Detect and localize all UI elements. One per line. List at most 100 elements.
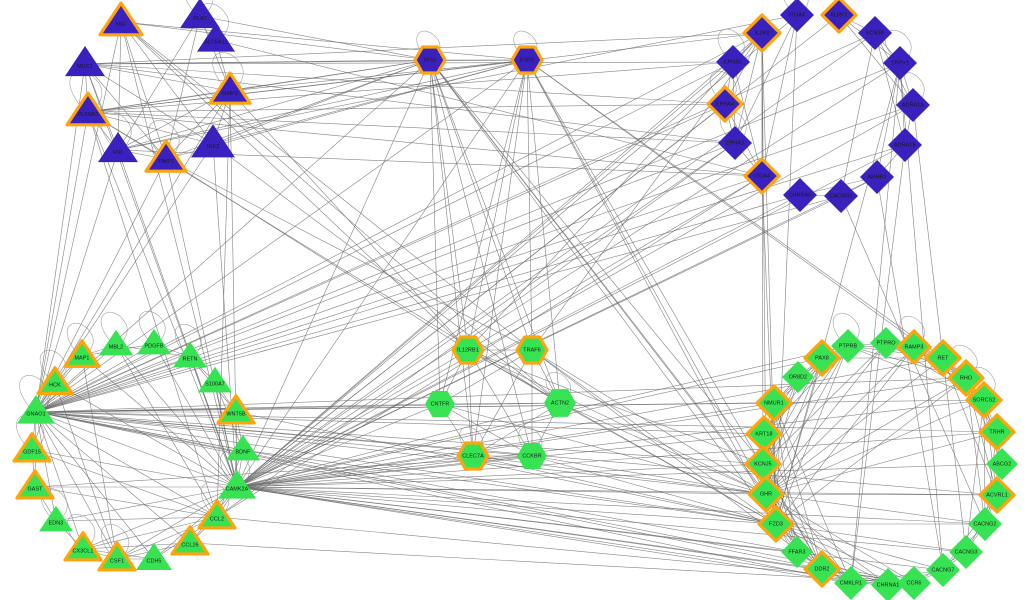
graph-edge [84, 63, 214, 145]
graph-edge [761, 14, 798, 177]
graph-edge [850, 144, 906, 584]
graph-node-sorcs2[interactable] [965, 381, 1003, 419]
graph-node-ddr2[interactable] [803, 550, 841, 588]
graph-node-rho[interactable] [947, 359, 985, 397]
graph-node-cntfr[interactable] [425, 391, 455, 417]
graph-node-epha3[interactable] [718, 126, 752, 160]
graph-node-pax8[interactable] [803, 339, 841, 377]
graph-node-acvrl1[interactable] [978, 476, 1016, 514]
graph-node-actn2[interactable] [544, 389, 576, 417]
graph-node-ret[interactable] [924, 339, 962, 377]
graph-edge [199, 15, 431, 61]
graph-edge [732, 61, 763, 177]
graph-node-cckbr[interactable] [517, 443, 547, 469]
graph-node-or8d2[interactable] [782, 361, 814, 393]
graph-node-ccl26[interactable] [170, 525, 210, 556]
graph-node-ramp3[interactable] [896, 329, 932, 365]
graph-edge [236, 431, 998, 488]
graph-node-cdh5[interactable] [136, 542, 172, 570]
graph-node-cacng7[interactable] [926, 553, 960, 587]
graph-node-ghr[interactable] [747, 475, 785, 513]
graph-edge [734, 32, 763, 144]
graph-node-csf1[interactable] [97, 541, 137, 572]
graph-node-ptprb[interactable] [831, 329, 865, 363]
graph-node-abcg2[interactable] [986, 448, 1018, 480]
graph-node-traf6[interactable] [515, 335, 549, 365]
graph-edge [35, 62, 901, 413]
graph-node-irs1[interactable] [413, 45, 447, 75]
graph-edge [35, 411, 474, 457]
graph-node-clec7a[interactable] [456, 441, 490, 471]
graph-node-gdf15[interactable] [12, 432, 52, 463]
graph-node-cx3cl1[interactable] [63, 531, 103, 562]
graph-node-scn3b[interactable] [858, 16, 892, 50]
graph-node-mbl2[interactable] [99, 329, 133, 356]
graph-edge [236, 142, 736, 488]
graph-node-edn3[interactable] [39, 505, 73, 532]
graph-node-map1[interactable] [63, 339, 101, 368]
graph-node-timp1[interactable] [144, 139, 188, 173]
graph-node-camk2a[interactable] [218, 469, 256, 499]
graph-edge [236, 455, 474, 488]
graph-edge [82, 486, 238, 550]
graph-node-trpv1[interactable] [883, 46, 917, 80]
graph-edge [874, 32, 906, 146]
graph-edge [765, 493, 998, 496]
graph-node-pdgfb[interactable] [137, 328, 171, 355]
graph-edge [236, 486, 986, 525]
graph-node-hck[interactable] [36, 366, 74, 395]
graph-node-s100a7[interactable] [198, 366, 232, 393]
graph-node-chrna5[interactable] [783, 178, 817, 212]
graph-node-il1r2[interactable] [742, 13, 782, 53]
graph-node-adra1a[interactable] [896, 88, 930, 122]
graph-node-bdnf[interactable] [226, 434, 260, 461]
graph-node-amhr2[interactable] [860, 160, 894, 194]
graph-node-ptpro[interactable] [870, 327, 902, 359]
graph-node-retn[interactable] [173, 341, 207, 368]
graph-node-cacng5[interactable] [824, 179, 858, 213]
graph-edge [765, 345, 849, 495]
self-loop-edge [185, 0, 214, 15]
graph-node-igf2[interactable] [191, 124, 235, 158]
graph-node-klrf2[interactable] [820, 0, 858, 34]
graph-node-itga8[interactable] [780, 0, 814, 32]
graph-edge [55, 516, 218, 522]
graph-node-esr2[interactable] [510, 45, 544, 75]
graph-node-muc1[interactable] [65, 46, 105, 77]
graph-node-nmur1[interactable] [755, 384, 793, 422]
graph-node-gnao1[interactable] [17, 394, 55, 424]
graph-node-fn1[interactable] [98, 132, 138, 163]
graph-node-trhr[interactable] [978, 413, 1016, 451]
graph-node-fzd3[interactable] [757, 505, 795, 543]
graph-node-ccl2[interactable] [197, 499, 237, 530]
graph-node-plat[interactable] [180, 0, 220, 29]
graph-edge [35, 411, 765, 435]
graph-node-epha4[interactable] [706, 85, 744, 123]
graph-edge [165, 59, 528, 160]
graph-node-cacng2[interactable] [968, 507, 1002, 541]
graph-edge [35, 411, 777, 525]
graph-node-ccr6[interactable] [897, 566, 931, 600]
graph-node-il12rb1[interactable] [451, 335, 485, 365]
graph-edge [236, 32, 763, 488]
graph-node-mmp9[interactable] [208, 71, 252, 105]
graph-node-cmklr1[interactable] [834, 566, 868, 600]
graph-node-plxnb1[interactable] [65, 91, 111, 127]
graph-node-epha5[interactable] [716, 45, 750, 79]
nodes-layer[interactable] [12, 0, 1018, 600]
graph-edge [82, 542, 191, 550]
graph-edge [876, 62, 901, 178]
graph-node-chrna1[interactable] [871, 568, 905, 600]
graph-edge [35, 411, 218, 518]
graph-node-gast[interactable] [15, 469, 55, 500]
graph-node-wnt5b[interactable] [216, 394, 256, 425]
graph-node-mif[interactable] [98, 1, 144, 37]
graph-node-adra1b[interactable] [888, 128, 922, 162]
graph-node-itga4[interactable] [743, 157, 781, 195]
graph-edge [35, 411, 798, 553]
graph-node-cacng3[interactable] [949, 535, 983, 569]
graph-node-ffar3[interactable] [781, 536, 813, 568]
graph-node-slc6a12[interactable] [197, 22, 235, 52]
